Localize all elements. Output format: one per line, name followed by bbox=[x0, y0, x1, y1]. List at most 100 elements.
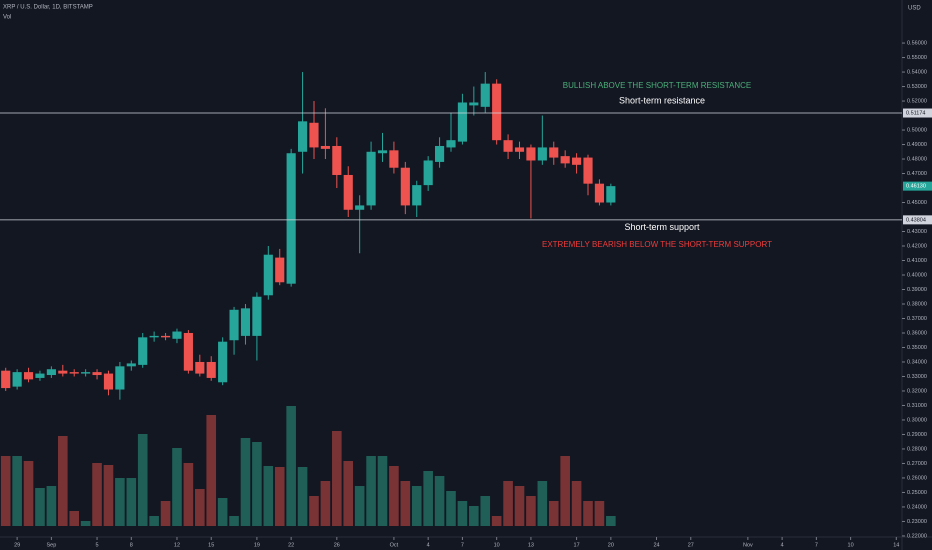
x-tick-label: 19 bbox=[254, 542, 260, 548]
volume-bar bbox=[103, 465, 114, 526]
candle-body bbox=[275, 257, 285, 283]
y-tick-label: 0.32000 bbox=[907, 388, 927, 394]
volume-bar bbox=[377, 456, 388, 526]
volume-bar bbox=[366, 456, 376, 526]
volume-bar bbox=[423, 471, 433, 526]
volume-bar bbox=[400, 481, 411, 526]
candle-body bbox=[594, 183, 604, 203]
candle-body bbox=[69, 372, 79, 374]
y-tick-label: 0.41000 bbox=[907, 258, 927, 264]
volume-bar bbox=[389, 466, 399, 526]
candle-body bbox=[160, 335, 171, 338]
volume-bar bbox=[252, 442, 262, 526]
candle-body bbox=[332, 145, 342, 175]
candle-body bbox=[206, 361, 216, 378]
level-name: Short-term resistance bbox=[619, 95, 705, 105]
candle-body bbox=[572, 157, 582, 165]
y-tick-label: 0.37000 bbox=[907, 316, 927, 322]
candle-body bbox=[503, 140, 513, 152]
volume-bar bbox=[23, 461, 34, 526]
volume-bar bbox=[172, 448, 182, 526]
candle-body bbox=[492, 83, 502, 141]
y-tick-label: 0.55000 bbox=[907, 55, 927, 61]
candle-body bbox=[389, 150, 399, 168]
y-tick-label: 0.23000 bbox=[907, 519, 927, 525]
candle-body bbox=[252, 296, 262, 336]
volume-bar bbox=[92, 463, 102, 526]
y-tick-label: 0.43000 bbox=[907, 229, 927, 235]
candle-body bbox=[115, 366, 125, 390]
y-tick-label: 0.28000 bbox=[907, 446, 927, 452]
volume-bar bbox=[354, 486, 365, 526]
volume-bar bbox=[320, 481, 331, 526]
y-tick-label: 0.24000 bbox=[907, 504, 927, 510]
x-tick-label: 10 bbox=[494, 542, 500, 548]
candle-body bbox=[1, 370, 11, 389]
candle-body bbox=[412, 185, 422, 206]
candle-body bbox=[46, 369, 56, 376]
y-tick-label: 0.27000 bbox=[907, 461, 927, 467]
candle-body bbox=[92, 372, 102, 376]
x-tick-label: 29 bbox=[14, 542, 20, 548]
candle-body bbox=[343, 174, 353, 210]
volume-bar bbox=[446, 491, 456, 526]
y-tick-label: 0.54000 bbox=[907, 70, 927, 76]
candle-body bbox=[58, 370, 68, 374]
candle-body bbox=[195, 361, 205, 374]
x-tick-label: 20 bbox=[608, 542, 614, 548]
candle-body bbox=[309, 122, 319, 148]
candle-body bbox=[12, 372, 22, 387]
candle-body bbox=[366, 151, 376, 206]
y-tick-label: 0.31000 bbox=[907, 403, 927, 409]
volume-bar bbox=[12, 456, 22, 526]
volume-bar bbox=[80, 521, 91, 526]
x-tick-label: 13 bbox=[528, 542, 534, 548]
volume-bar bbox=[195, 489, 205, 526]
volume-bar bbox=[115, 478, 125, 526]
last-price-box bbox=[903, 181, 932, 191]
candle-body bbox=[583, 157, 593, 184]
level-note: EXTREMELY BEARISH BELOW THE SHORT-TERM S… bbox=[542, 240, 772, 249]
volume-bar bbox=[548, 501, 559, 526]
candle-body bbox=[103, 373, 114, 390]
volume-bar bbox=[69, 511, 80, 526]
volume-bar bbox=[229, 516, 239, 526]
candle-body bbox=[606, 186, 616, 203]
volume-bar bbox=[469, 506, 479, 526]
volume-bar bbox=[160, 501, 171, 526]
x-tick-label: 7 bbox=[461, 542, 464, 548]
volume-bar bbox=[0, 456, 11, 526]
candle-body bbox=[446, 140, 456, 148]
volume-bar bbox=[240, 438, 251, 526]
y-tick-label: 0.49000 bbox=[907, 142, 927, 148]
candle-body bbox=[526, 147, 536, 161]
y-tick-label: 0.39000 bbox=[907, 287, 927, 293]
x-tick-label: 8 bbox=[130, 542, 133, 548]
level-price-label: 0.51174 bbox=[906, 110, 925, 116]
y-tick-label: 0.22000 bbox=[907, 533, 927, 539]
y-tick-label: 0.40000 bbox=[907, 272, 927, 278]
x-tick-label: Nov bbox=[743, 542, 753, 548]
x-tick-label: 12 bbox=[174, 542, 180, 548]
x-tick-label: 27 bbox=[688, 542, 694, 548]
volume-bar bbox=[503, 481, 513, 526]
candle-body bbox=[469, 102, 479, 106]
candle-body bbox=[229, 309, 239, 341]
candle-body bbox=[81, 372, 91, 374]
volume-bar bbox=[263, 466, 274, 526]
last-price-label: 0.46130 bbox=[906, 184, 926, 190]
level-price-label: 0.43804 bbox=[906, 217, 926, 223]
volume-bar bbox=[297, 467, 308, 526]
y-tick-label: 0.33000 bbox=[907, 374, 927, 380]
y-tick-label: 0.53000 bbox=[907, 84, 927, 90]
candle-body bbox=[435, 145, 445, 162]
candle-body bbox=[423, 160, 433, 186]
chart-title: XRP / U.S. Dollar, 1D, BITSTAMP bbox=[3, 5, 93, 11]
volume-bar bbox=[46, 486, 57, 526]
volume-bar bbox=[206, 415, 217, 526]
x-tick-label: Sep bbox=[46, 542, 56, 548]
candle-body bbox=[298, 121, 308, 152]
y-tick-label: 0.25000 bbox=[907, 490, 927, 496]
volume-bar bbox=[606, 516, 616, 526]
y-tick-label: 0.52000 bbox=[907, 98, 927, 104]
